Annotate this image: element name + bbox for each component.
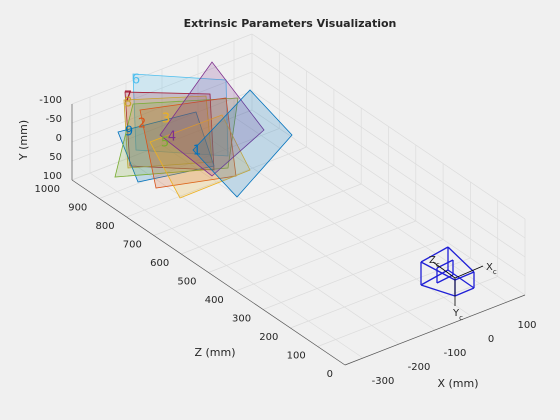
z-tick-label: 100 [287,351,306,362]
board [114,97,239,178]
board [124,91,215,171]
board [159,61,265,177]
camera-frame [436,274,454,284]
grid-line [208,202,389,273]
grid-line [262,239,444,310]
z-tick-label: 500 [177,277,196,288]
y-tick-label: 50 [49,152,62,163]
z-tick-label: 0 [327,369,333,380]
camera-axis-name: X [486,262,493,273]
x-tick-label: 100 [517,320,536,331]
grid-line [251,33,526,220]
board-label: 6 [132,73,140,88]
camera-axis-subscript: c [436,261,440,269]
z-tick-label: 600 [150,258,169,269]
y-tick-label: -50 [46,114,62,125]
board [123,95,213,169]
x-tick-label: -200 [408,362,431,373]
z-axis-label: Z (mm) [194,346,235,359]
grid-line [235,220,416,292]
z-tick-label: 700 [123,240,142,251]
camera-axis-name: Y [452,308,460,319]
board-label: 8 [124,96,132,111]
grid-line [71,109,253,181]
camera-axis-subscript: c [459,314,463,322]
grid-line [251,52,526,239]
camera-axis-label: Zc [429,255,440,269]
camera-frame [447,269,475,289]
board-label: 3 [162,112,170,127]
board-label: 2 [138,117,146,132]
camera-frame [454,271,475,281]
camera-axis [454,265,484,279]
camera-axis-name: Z [429,255,436,266]
board-label: 1 [193,144,201,159]
camera-axis [432,261,456,279]
grid-line [290,257,471,329]
y-tick-label: 0 [56,133,62,144]
board-label: 9 [125,125,133,140]
z-tick-label: 1000 [35,184,60,195]
y-axis-label: Y (mm) [17,120,30,161]
camera-frame [420,269,449,286]
camera-frame [420,261,456,281]
grid-line [251,71,526,258]
grid-line [251,90,526,277]
camera-axis-label: Xc [486,262,497,276]
z-tick-label: 200 [259,332,278,343]
x-axis-label: X (mm) [437,377,478,390]
axis-line [344,294,526,366]
z-tick-label: 300 [232,314,251,325]
x-tick-label: -100 [444,348,467,359]
grid-line [71,52,253,124]
grid-line [181,183,362,255]
y-tick-label: 100 [43,171,62,182]
camera-frame [420,284,456,297]
y-tick-label: -100 [39,95,62,106]
z-tick-label: 900 [68,203,87,214]
board-label: 7 [124,90,132,105]
board-label: 5 [161,136,169,151]
camera-frame [447,246,475,273]
x-tick-label: 0 [488,334,494,345]
camera-frame [420,246,449,263]
board [192,89,293,198]
z-tick-label: 800 [96,221,115,232]
board-label: 4 [168,130,176,145]
board [117,111,215,183]
axis-line [71,179,346,366]
grid-line [153,165,335,236]
camera-frame [454,287,475,297]
grid-line [317,276,498,347]
x-tick-label: -300 [372,376,395,387]
board [149,114,251,199]
grid-line [71,90,253,162]
z-tick-label: 400 [205,295,224,306]
camera-axis-label: Yc [452,308,463,322]
grid-line [251,109,526,296]
chart-title: Extrinsic Parameters Visualization [184,17,397,30]
camera-axis-subscript: c [493,268,497,276]
grid-line [126,146,307,218]
grid-line [71,33,253,105]
